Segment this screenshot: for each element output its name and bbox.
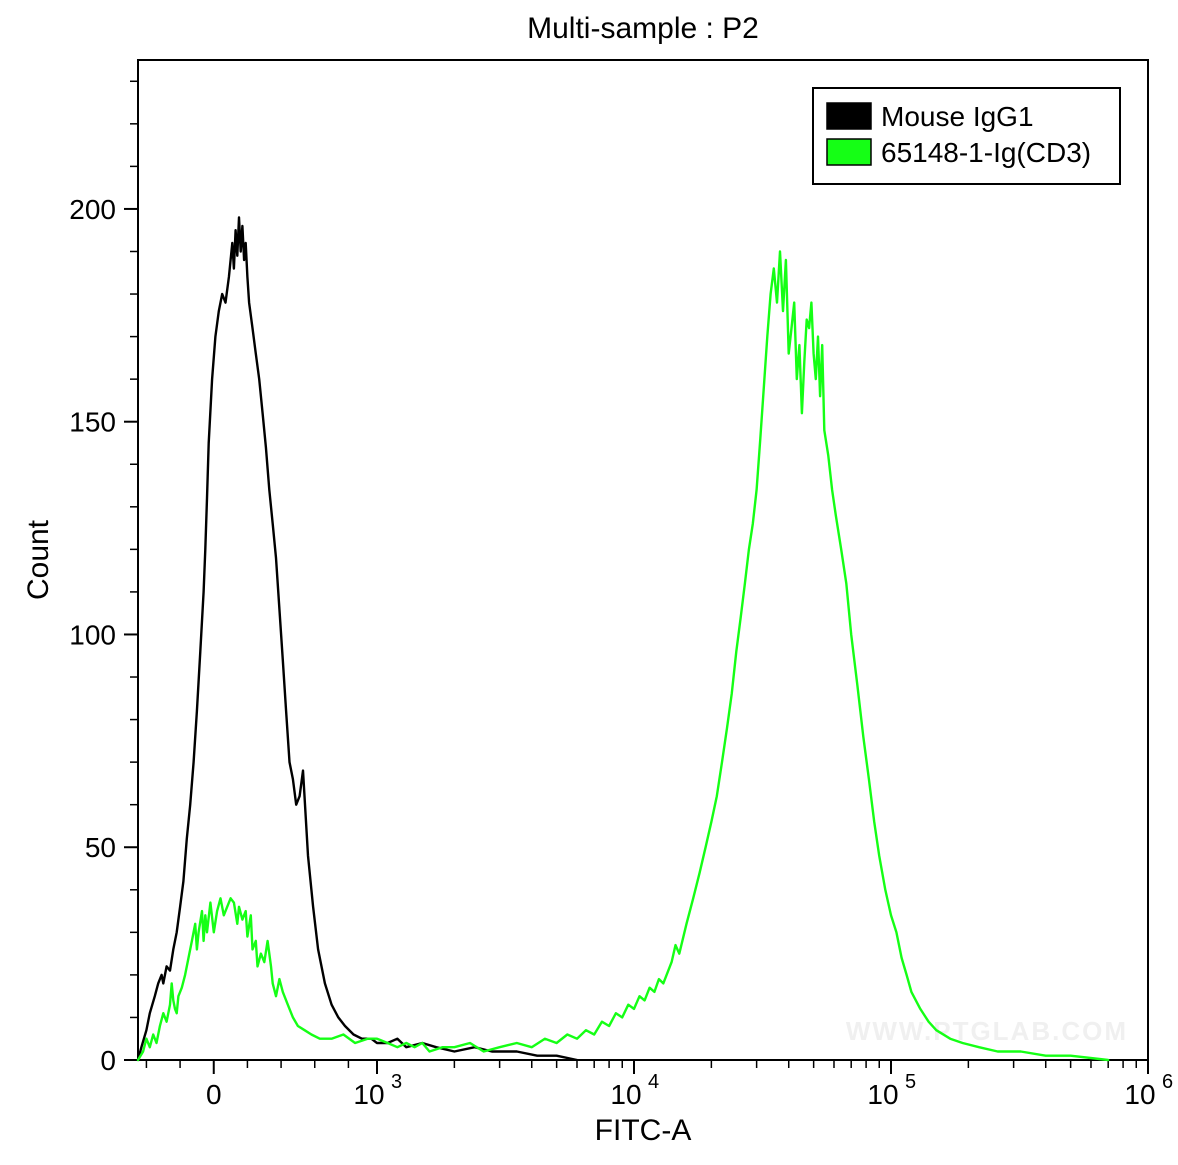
svg-text:10: 10 [867, 1079, 898, 1110]
legend-label: 65148-1-Ig(CD3) [881, 137, 1091, 168]
legend-swatch [827, 139, 871, 165]
svg-text:10: 10 [1124, 1079, 1155, 1110]
chart-svg: 0 50 100 150 200 0 10 3 10 4 10 5 10 6 Multi-sample : … [0, 0, 1178, 1165]
y-tick-label: 50 [85, 832, 116, 863]
legend-swatch [827, 103, 871, 129]
plot-border [138, 60, 1148, 1060]
y-tick-label: 100 [69, 619, 116, 650]
svg-text:10: 10 [353, 1079, 384, 1110]
flow-cytometry-histogram: 0 50 100 150 200 0 10 3 10 4 10 5 10 6 Multi-sample : … [0, 0, 1178, 1165]
svg-text:10: 10 [610, 1079, 641, 1110]
chart-title: Multi-sample : P2 [527, 12, 759, 45]
x-tick-label: 10 3 [353, 1071, 402, 1110]
watermark: WWW.PTGLAB.COM [846, 1016, 1128, 1046]
x-axis-label: FITC-A [595, 1114, 692, 1147]
y-tick-label: 150 [69, 407, 116, 438]
x-tick-label: 10 5 [867, 1071, 916, 1110]
y-tick-label: 0 [100, 1045, 116, 1076]
x-tick-label: 0 [206, 1079, 222, 1110]
y-tick-label: 200 [69, 194, 116, 225]
x-tick-label: 10 4 [610, 1071, 659, 1110]
svg-text:4: 4 [648, 1071, 659, 1093]
svg-text:6: 6 [1162, 1071, 1173, 1093]
svg-text:5: 5 [905, 1071, 916, 1093]
x-tick-label: 10 6 [1124, 1071, 1173, 1110]
y-axis-label: Count [22, 519, 55, 600]
svg-text:3: 3 [391, 1071, 402, 1093]
legend-label: Mouse IgG1 [881, 101, 1034, 132]
